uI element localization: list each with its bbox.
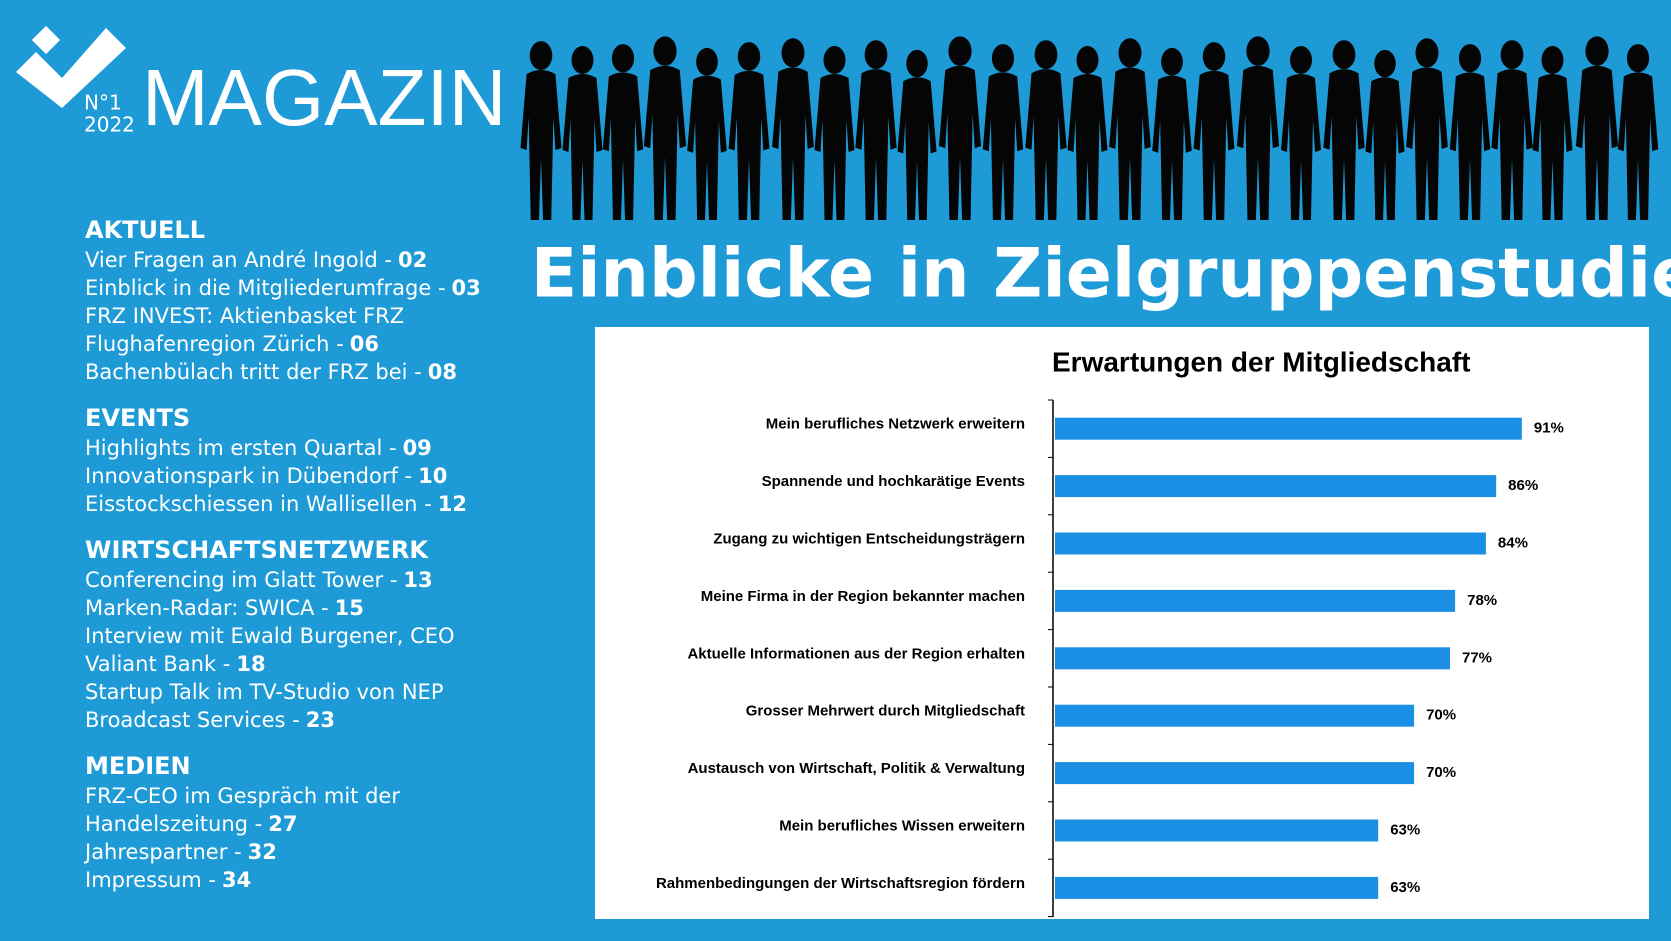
toc-line: Conferencing im Glatt Tower -13	[85, 568, 433, 592]
toc-text: Eisstockschiessen in Wallisellen -	[85, 492, 432, 516]
value-label: 86%	[1508, 477, 1538, 494]
logo	[16, 25, 126, 108]
toc-text: Broadcast Services -	[85, 708, 300, 732]
category-label: Meine Firma in der Region bekannter mach…	[701, 588, 1025, 605]
magazine-title: MAGAZIN	[142, 53, 506, 142]
bar	[1055, 532, 1486, 555]
bar	[1055, 704, 1415, 727]
toc-text: FRZ INVEST: Aktienbasket FRZ	[85, 304, 404, 328]
toc-line: FRZ INVEST: Aktienbasket FRZ	[85, 304, 404, 328]
page-number: 06	[350, 332, 379, 356]
toc-line: Bachenbülach tritt der FRZ bei -08	[85, 360, 457, 384]
value-label: 84%	[1498, 534, 1528, 551]
toc-line: Vier Fragen an André Ingold -02	[85, 248, 427, 272]
value-label: 70%	[1426, 707, 1456, 724]
toc-line: Jahrespartner -32	[83, 840, 277, 864]
category-label: Spannende und hochkarätige Events	[762, 473, 1025, 490]
toc-line: Impressum -34	[85, 868, 251, 892]
section-heading: WIRTSCHAFTSNETZWERK	[85, 536, 429, 564]
page-number: 18	[236, 652, 265, 676]
value-label: 77%	[1462, 649, 1492, 666]
toc-line: FRZ-CEO im Gespräch mit der	[85, 784, 400, 808]
toc-text: Impressum -	[85, 868, 216, 892]
toc-line: Innovationspark in Dübendorf -10	[85, 464, 447, 488]
section-heading: AKTUELL	[85, 216, 205, 244]
page-number: 03	[452, 276, 481, 300]
page-number: 15	[335, 596, 364, 620]
toc-text: Vier Fragen an André Ingold -	[85, 248, 392, 272]
category-label: Mein berufliches Netzwerk erweitern	[766, 416, 1025, 433]
toc-text: Bachenbülach tritt der FRZ bei -	[85, 360, 422, 384]
section-heading: MEDIEN	[85, 752, 191, 780]
chart-title: Erwartungen der Mitgliedschaft	[1052, 346, 1471, 377]
page-number: 34	[222, 868, 251, 892]
toc-text: Highlights im ersten Quartal -	[85, 436, 397, 460]
toc-line: Interview mit Ewald Burgener, CEO	[85, 624, 455, 648]
bar	[1055, 647, 1451, 670]
bar	[1055, 819, 1379, 842]
category-label: Grosser Mehrwert durch Mitgliedschaft	[746, 703, 1025, 720]
category-label: Zugang zu wichtigen Entscheidungsträgern	[713, 530, 1025, 547]
value-label: 91%	[1534, 420, 1564, 437]
bar	[1055, 589, 1456, 612]
category-label: Mein berufliches Wissen erweitern	[779, 817, 1025, 834]
category-label: Rahmenbedingungen der Wirtschaftsregion …	[656, 875, 1025, 892]
toc-text: Interview mit Ewald Burgener, CEO	[85, 624, 455, 648]
toc-line: Highlights im ersten Quartal -09	[85, 436, 432, 460]
bar	[1055, 475, 1497, 498]
chart: Erwartungen der Mitgliedschaft Mein beru…	[656, 346, 1564, 918]
toc-text: Startup Talk im TV-Studio von NEP	[85, 680, 443, 704]
year: 2022	[84, 113, 135, 137]
bar	[1055, 762, 1415, 785]
toc-text: Valiant Bank -	[85, 652, 230, 676]
toc-text: Innovationspark in Dübendorf -	[85, 464, 412, 488]
page-number: 08	[428, 360, 457, 384]
value-label: 78%	[1467, 592, 1497, 609]
category-label: Austausch von Wirtschaft, Politik & Verw…	[688, 760, 1025, 777]
toc-text: Handelszeitung -	[85, 812, 262, 836]
value-label: 70%	[1426, 764, 1456, 781]
headline: Einblicke in Zielgruppenstudie	[531, 235, 1671, 314]
issue: N°1	[84, 91, 122, 115]
toc-text: Jahrespartner -	[83, 840, 242, 864]
bar	[1055, 876, 1379, 899]
page-number: 09	[403, 436, 432, 460]
toc-text: Flughafenregion Zürich -	[85, 332, 344, 356]
value-label: 63%	[1390, 879, 1420, 896]
toc-text: Conferencing im Glatt Tower -	[85, 568, 397, 592]
toc-line: Handelszeitung -27	[85, 812, 297, 836]
value-label: 63%	[1390, 821, 1420, 838]
toc-text: FRZ-CEO im Gespräch mit der	[85, 784, 400, 808]
page-number: 23	[306, 708, 335, 732]
page-number: 02	[398, 248, 427, 272]
toc-line: Startup Talk im TV-Studio von NEP	[85, 680, 443, 704]
toc-line: Valiant Bank -18	[85, 652, 266, 676]
category-label: Aktuelle Informationen aus der Region er…	[687, 645, 1025, 662]
toc-text: Einblick in die Mitgliederumfrage -	[85, 276, 446, 300]
bar	[1055, 417, 1522, 440]
page-number: 27	[268, 812, 297, 836]
section-heading: EVENTS	[85, 404, 190, 432]
page-number: 12	[438, 492, 467, 516]
table-of-contents: AKTUELL Vier Fragen an André Ingold -02 Ei…	[83, 216, 481, 892]
page-number: 10	[418, 464, 447, 488]
toc-line: Broadcast Services -23	[85, 708, 335, 732]
toc-line: Einblick in die Mitgliederumfrage -03	[85, 276, 481, 300]
toc-line: Marken-Radar: SWICA -15	[85, 596, 364, 620]
toc-text: Marken-Radar: SWICA -	[85, 596, 329, 620]
page-number: 32	[248, 840, 277, 864]
toc-line: Flughafenregion Zürich -06	[85, 332, 379, 356]
toc-line: Eisstockschiessen in Wallisellen -12	[85, 492, 467, 516]
page-number: 13	[403, 568, 432, 592]
